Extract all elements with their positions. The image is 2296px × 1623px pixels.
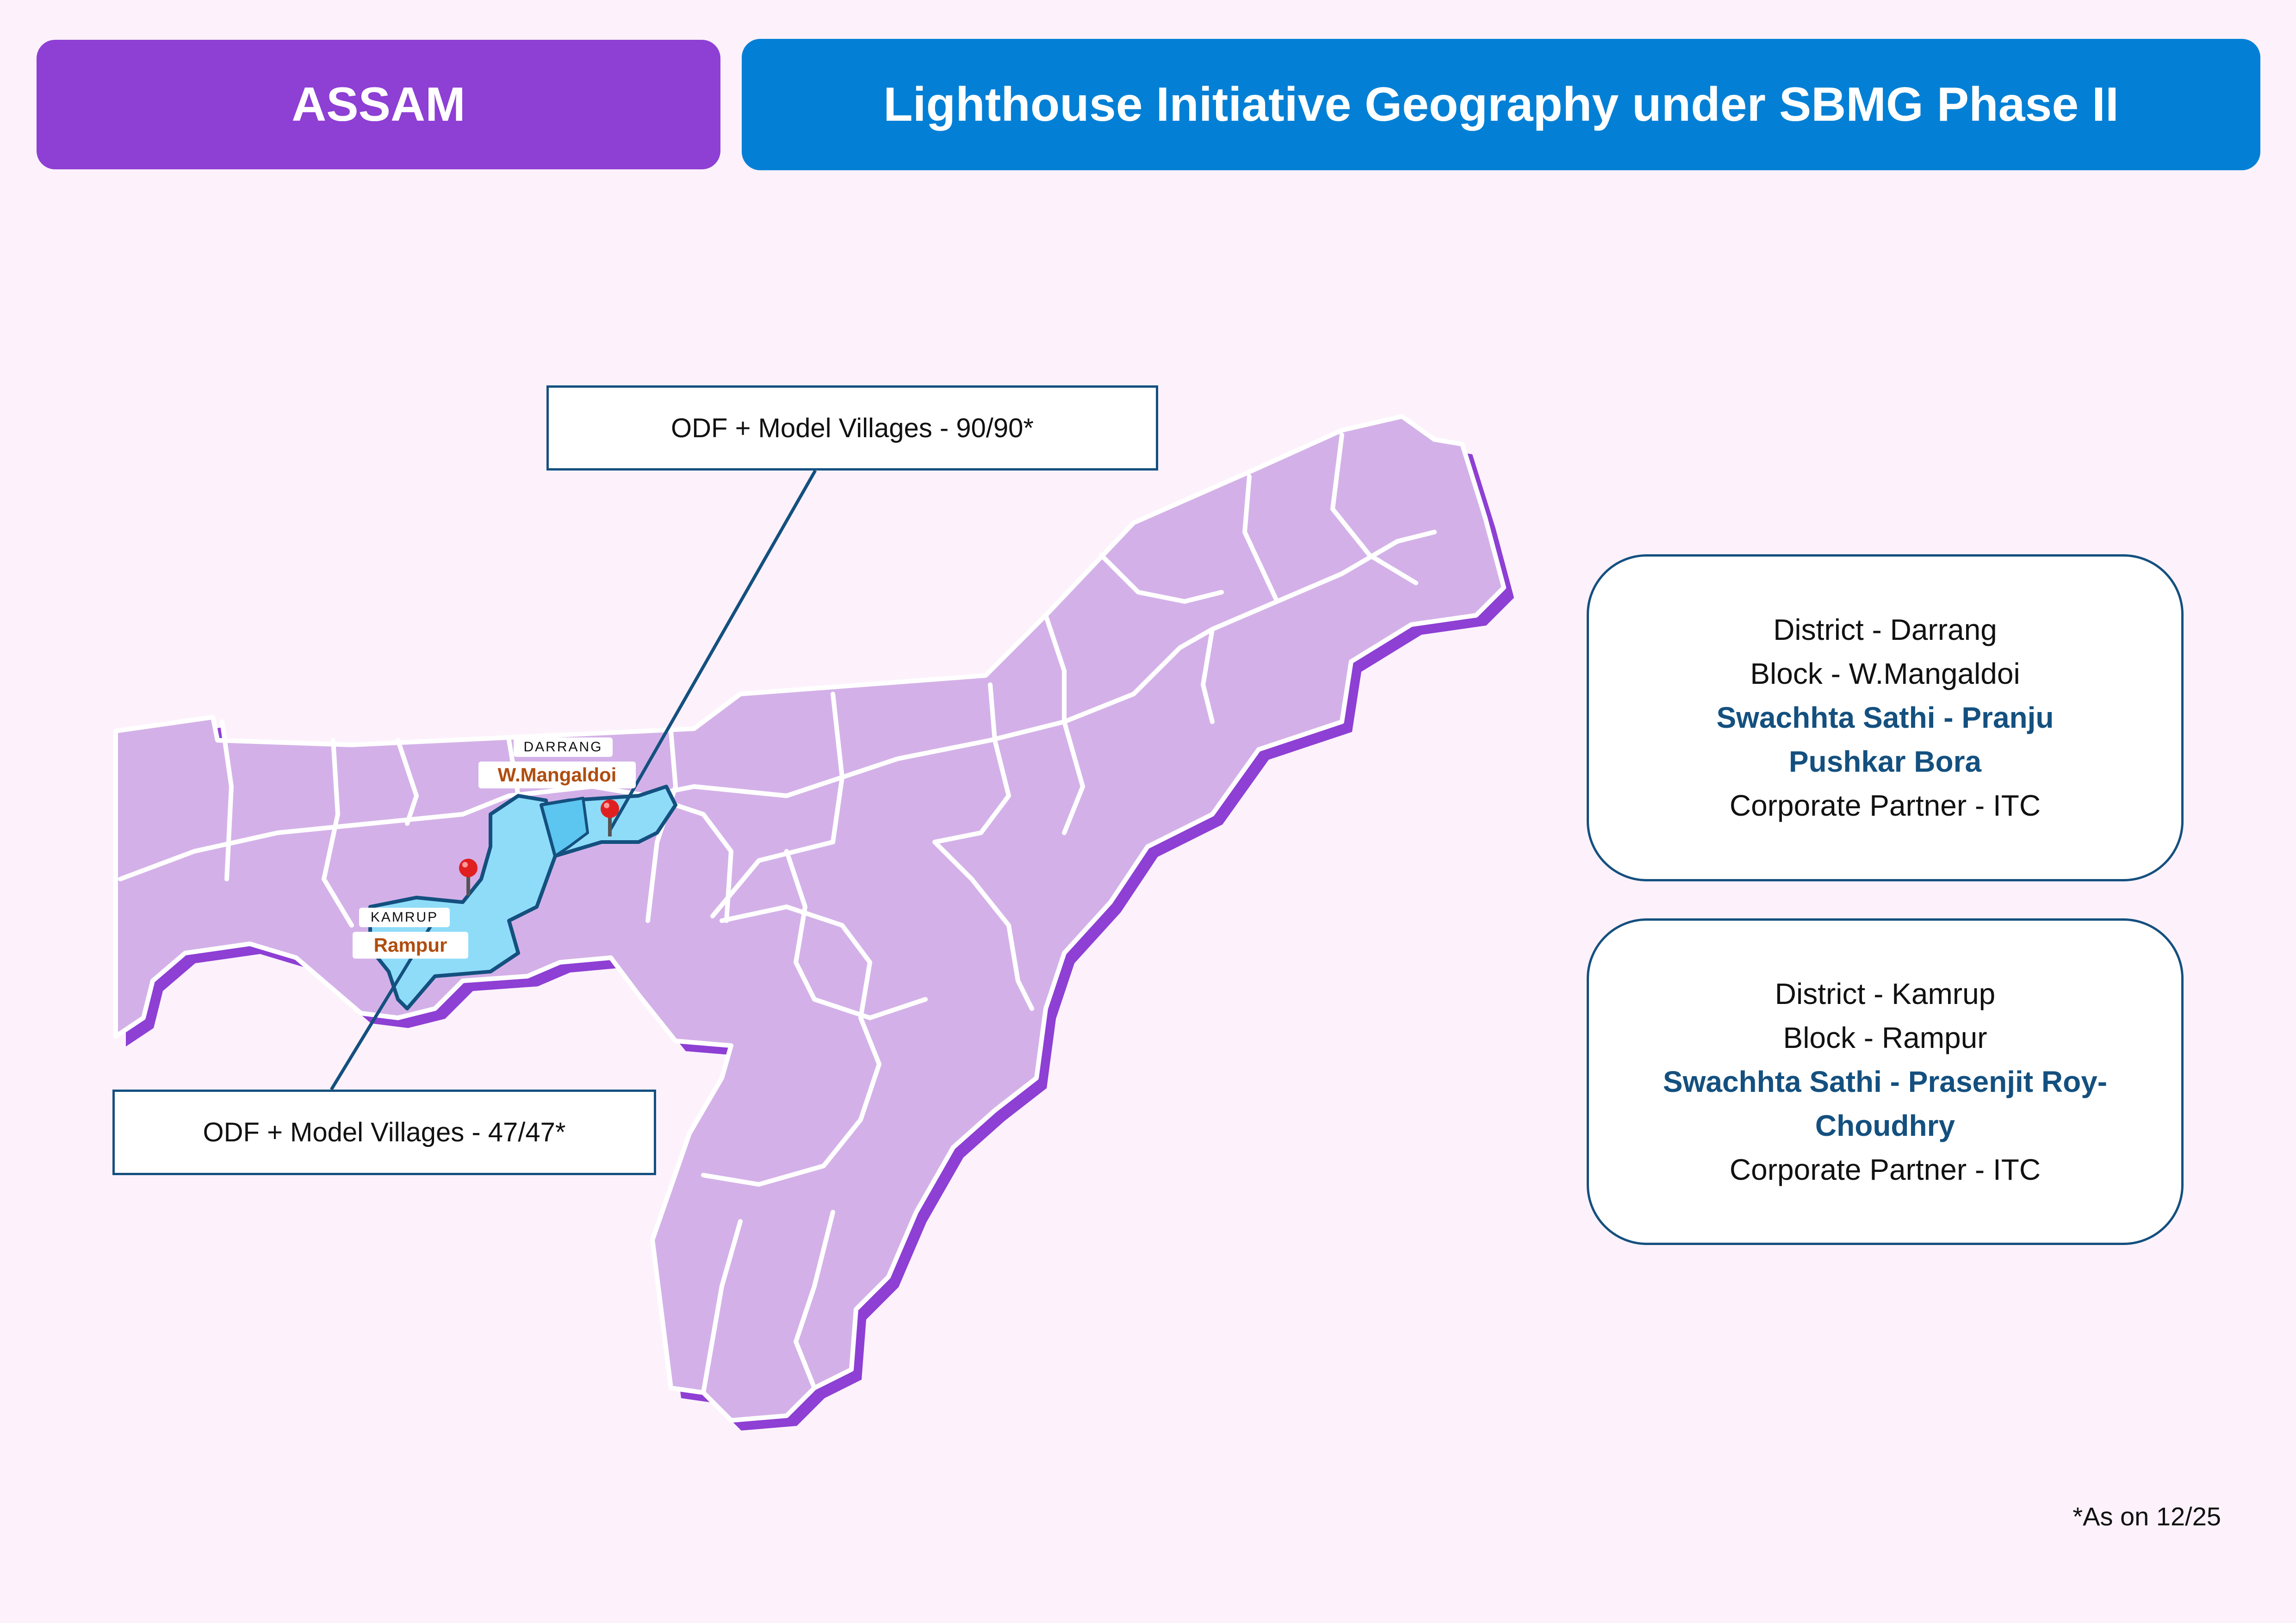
map-pin-icon	[601, 799, 619, 836]
darrang-block-outline	[540, 797, 589, 857]
swachhta-sathi-name-continued: Choudhry	[1815, 1109, 1955, 1142]
district-name: District - Kamrup	[1775, 977, 1996, 1010]
footnote: *As on 12/25	[2073, 1502, 2221, 1531]
kamrup-block-label: Rampur	[353, 932, 468, 959]
map-pin-icon	[459, 859, 478, 896]
corporate-partner: Corporate Partner - ITC	[1729, 1152, 2041, 1186]
darrang-block-label: W.Mangaldoi	[478, 762, 636, 788]
page-title: Lighthouse Initiative Geography under SB…	[742, 39, 2260, 170]
state-title: ASSAM	[37, 40, 720, 169]
district-boundaries	[118, 433, 1437, 1395]
darrang-info-card: District - Darrang Block - W.Mangaldoi S…	[1587, 554, 2184, 881]
darrang-odf-callout: ODF + Model Villages - 90/90*	[546, 385, 1158, 471]
swachhta-sathi-name: Swachhta Sathi - Prasenjit Roy-	[1663, 1065, 2108, 1098]
block-name: Block - W.Mangaldoi	[1750, 657, 2020, 690]
swachhta-sathi-name-continued: Pushkar Bora	[1788, 745, 1982, 778]
district-name: District - Darrang	[1773, 613, 1997, 646]
darrang-district-label: DARRANG	[514, 737, 613, 757]
corporate-partner: Corporate Partner - ITC	[1729, 789, 2041, 822]
kamrup-odf-callout: ODF + Model Villages - 47/47*	[112, 1090, 656, 1175]
kamrup-info-card: District - Kamrup Block - Rampur Swachht…	[1587, 918, 2184, 1245]
kamrup-district-label: KAMRUP	[359, 908, 450, 927]
assam-state-shape	[113, 414, 1506, 1423]
block-name: Block - Rampur	[1783, 1021, 1987, 1054]
swachhta-sathi-name: Swachhta Sathi - Pranju	[1716, 701, 2054, 734]
darrang-callout-connector	[608, 470, 817, 831]
